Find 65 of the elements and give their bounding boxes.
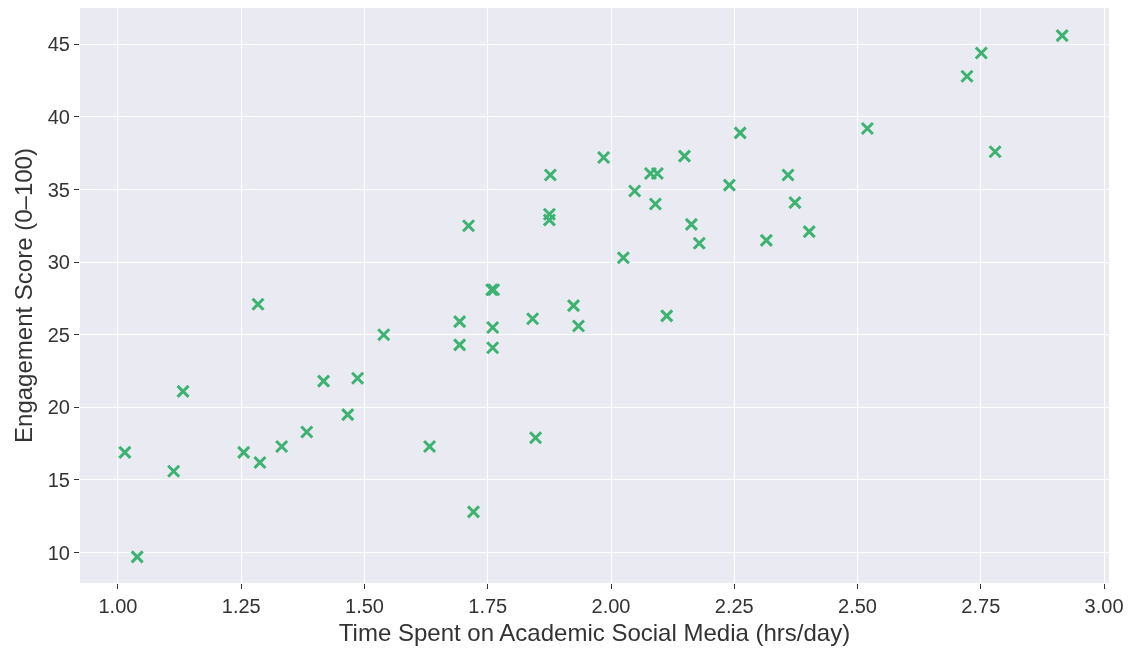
point — [236, 445, 251, 460]
point — [974, 46, 989, 61]
point — [781, 167, 796, 182]
y-tick-label: 30 — [47, 251, 70, 274]
point — [759, 233, 774, 248]
point — [566, 298, 581, 313]
point — [627, 183, 642, 198]
point — [422, 439, 437, 454]
y-tick-label: 20 — [47, 396, 70, 419]
point — [452, 337, 467, 352]
y-axis-title: Engagement Score (0–100) — [9, 148, 37, 443]
point — [542, 212, 557, 227]
point — [130, 549, 145, 564]
y-tick-label: 35 — [47, 178, 70, 201]
x-tick-label: 1.25 — [221, 595, 261, 617]
point — [988, 144, 1003, 159]
x-tick-label: 2.50 — [838, 595, 878, 617]
point — [350, 371, 365, 386]
x-tick-label: 1.00 — [98, 595, 138, 617]
point — [787, 195, 802, 210]
point — [659, 308, 674, 323]
point — [485, 340, 500, 355]
point — [677, 149, 692, 164]
point — [461, 218, 476, 233]
point — [571, 318, 586, 333]
x-tick-label: 1.75 — [468, 595, 508, 617]
x-tick-label: 2.00 — [591, 595, 631, 617]
point — [648, 197, 663, 212]
x-tick-label: 1.50 — [345, 595, 384, 617]
point — [722, 178, 737, 193]
x-axis-title: Time Spent on Academic Social Media (hrs/day) — [338, 619, 851, 647]
point — [252, 455, 267, 470]
x-tick-label: 2.75 — [961, 595, 1001, 617]
point — [466, 504, 481, 519]
point — [117, 445, 132, 460]
point — [543, 167, 558, 182]
point — [616, 250, 631, 265]
point — [860, 121, 875, 136]
point — [340, 407, 355, 422]
x-tick-label: 3.00 — [1084, 595, 1124, 617]
y-tick-label: 25 — [47, 323, 70, 346]
point — [542, 207, 557, 222]
y-tick-label: 45 — [47, 33, 70, 56]
point — [485, 320, 500, 335]
point — [166, 464, 181, 479]
y-tick-label: 10 — [47, 541, 70, 564]
point — [596, 150, 611, 165]
y-tick-label: 40 — [47, 105, 70, 128]
point — [299, 424, 314, 439]
point — [802, 224, 817, 239]
point — [316, 374, 331, 389]
point — [525, 311, 540, 326]
point — [250, 297, 265, 312]
point — [452, 314, 467, 329]
point — [528, 430, 543, 445]
point — [733, 125, 748, 140]
x-tick-label: 2.25 — [714, 595, 754, 617]
point — [1055, 28, 1070, 43]
point — [692, 236, 707, 251]
point — [274, 439, 289, 454]
point — [960, 69, 974, 84]
point — [684, 217, 699, 232]
point — [176, 384, 191, 399]
y-tick-label: 15 — [47, 468, 70, 491]
point — [376, 327, 391, 342]
